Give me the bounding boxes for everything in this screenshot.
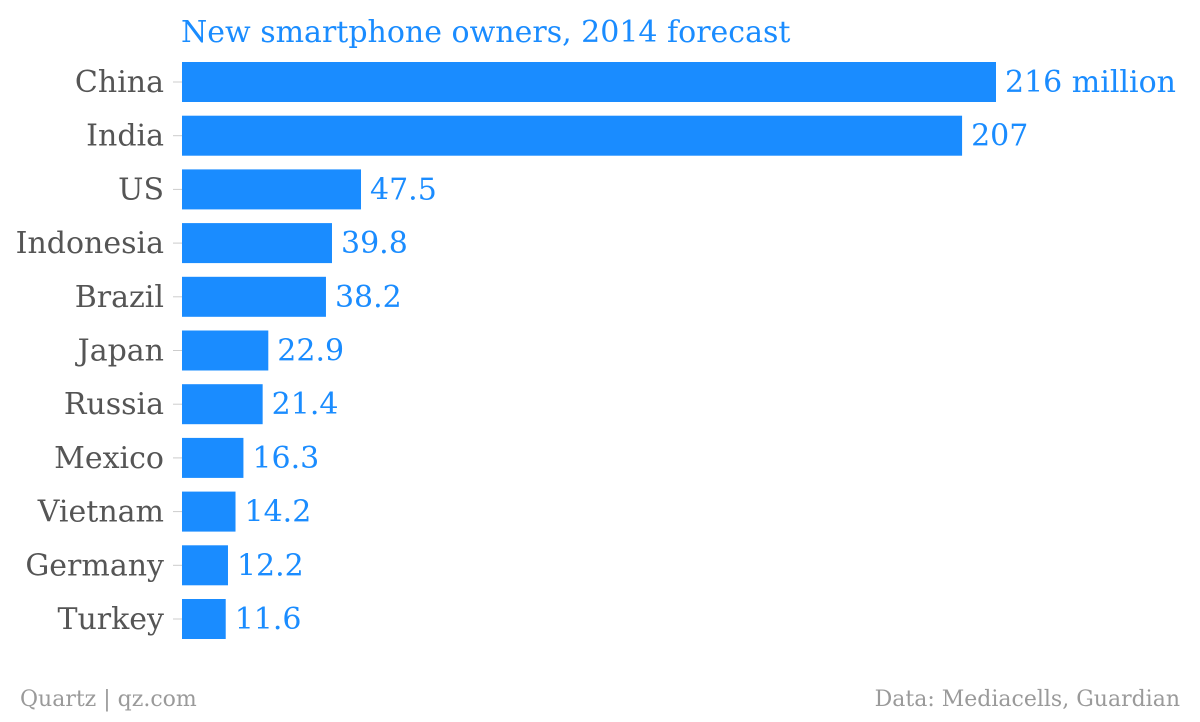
value-label: 216 million (1005, 65, 1176, 100)
bar (182, 437, 244, 478)
value-label: 207 (971, 119, 1028, 154)
bars-layer: China 216 million India 207 US 47.5 Indonesia 3… (16, 62, 1176, 639)
category-label: US (118, 172, 164, 207)
footer-source-left: Quartz | qz.com (20, 687, 197, 712)
value-label: 11.6 (235, 602, 302, 637)
category-label: Russia (64, 387, 164, 422)
bar (182, 169, 362, 210)
category-label: China (75, 65, 164, 100)
bar (182, 115, 963, 156)
bar (182, 384, 263, 425)
value-label: 22.9 (277, 334, 344, 369)
category-label: Mexico (54, 441, 164, 476)
bar (182, 330, 269, 371)
category-label: Germany (25, 548, 164, 583)
value-label: 38.2 (335, 280, 402, 315)
footer-source-right: Data: Mediacells, Guardian (875, 687, 1180, 712)
category-label: Turkey (57, 602, 164, 637)
category-label: Indonesia (16, 226, 165, 261)
bar (182, 62, 996, 102)
bar (182, 491, 236, 532)
bar (182, 276, 326, 317)
value-label: 12.2 (237, 548, 304, 583)
chart-title: New smartphone owners, 2014 forecast (181, 15, 790, 50)
category-label: Brazil (75, 280, 164, 315)
category-label: Japan (75, 334, 164, 369)
category-label: Vietnam (37, 495, 164, 530)
value-label: 21.4 (272, 387, 339, 422)
bar (182, 545, 228, 586)
value-label: 47.5 (370, 172, 437, 207)
category-label: India (86, 119, 164, 154)
value-label: 39.8 (341, 226, 408, 261)
value-label: 14.2 (245, 495, 312, 530)
bar (182, 599, 226, 639)
value-label: 16.3 (252, 441, 319, 476)
bar (182, 223, 332, 264)
